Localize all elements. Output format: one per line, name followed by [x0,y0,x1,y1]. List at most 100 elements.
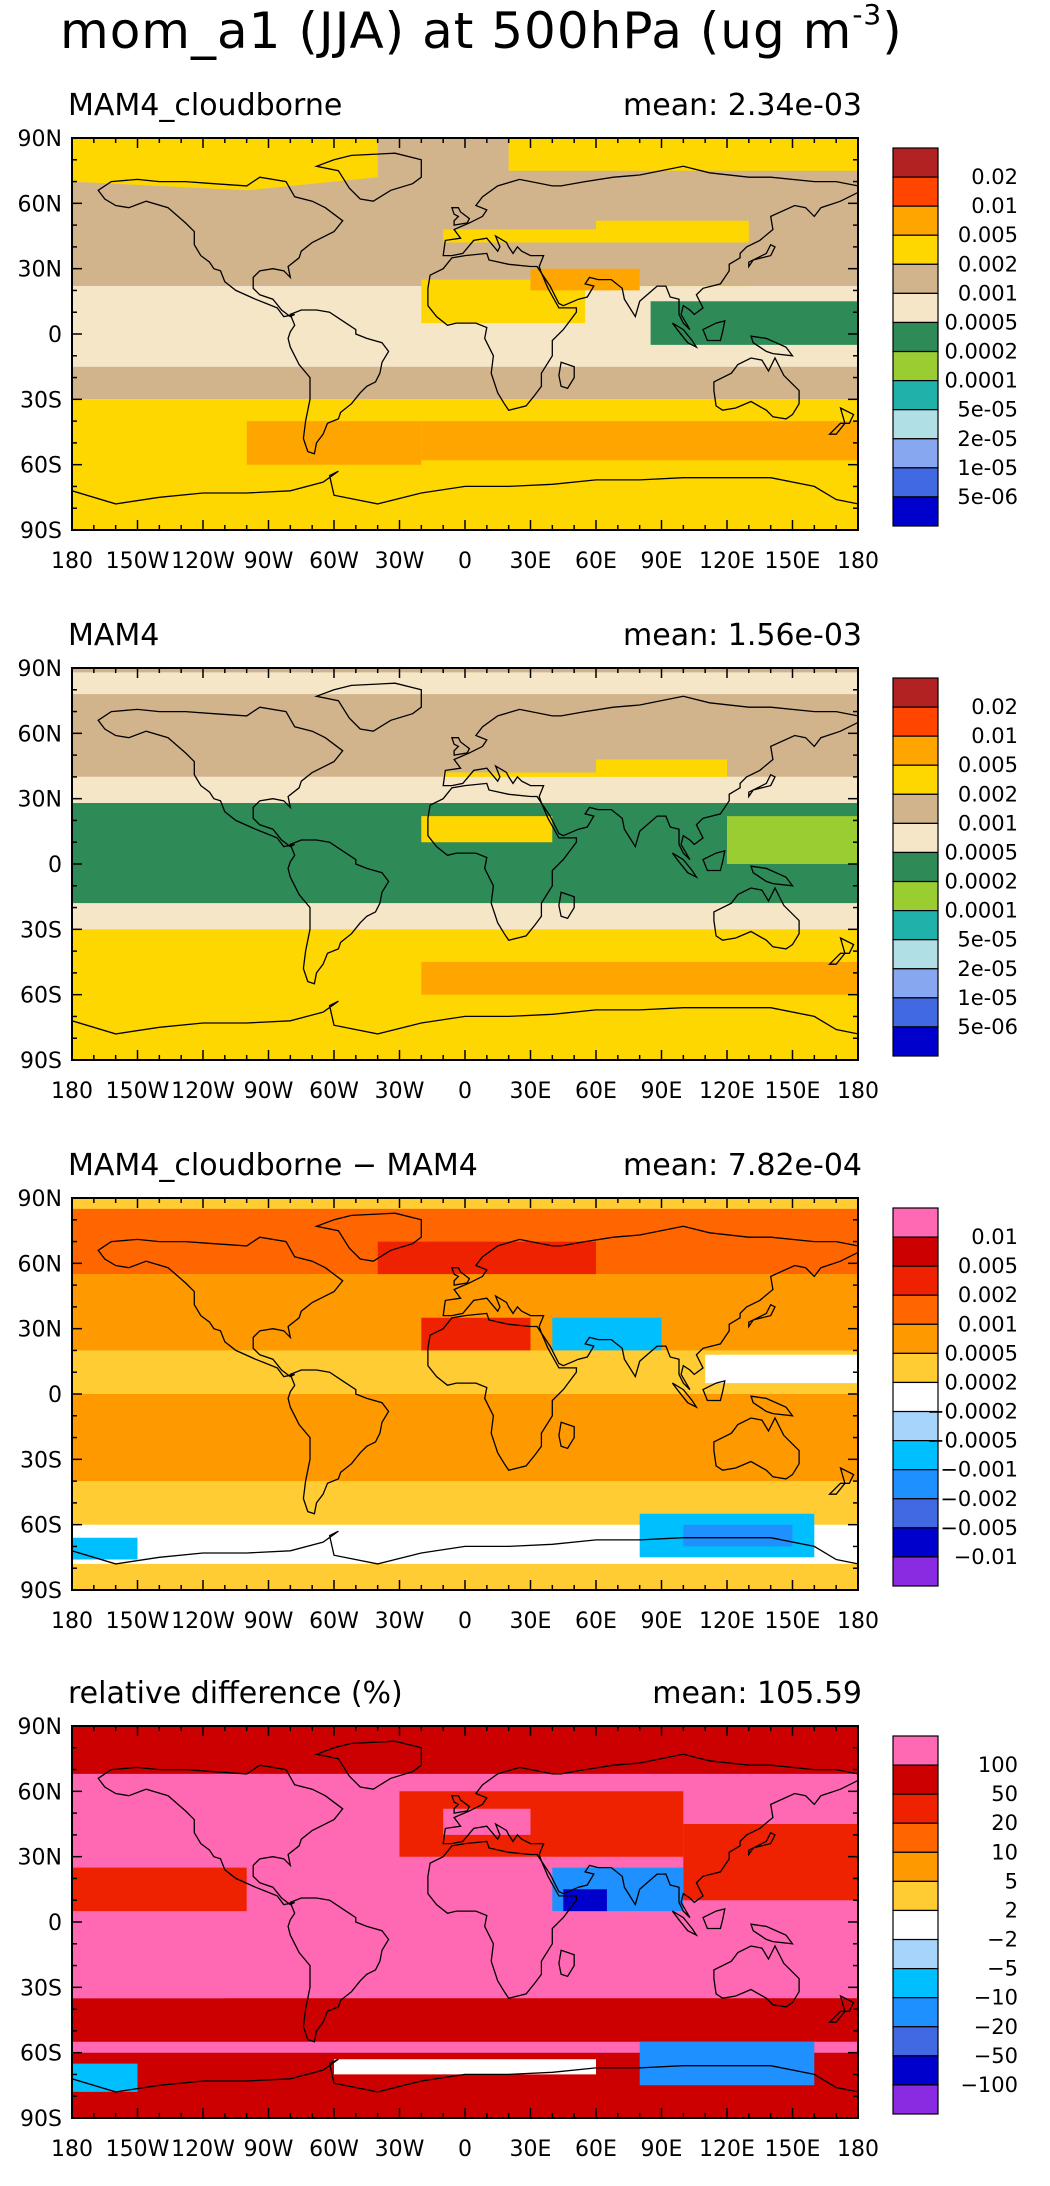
lat-tick-label: 60N [18,1252,62,1277]
colorbar-swatch [892,822,939,854]
coastline-madagascar [558,361,575,390]
lon-tick-label: 60E [575,1609,617,1634]
lon-tick-label: 30W [375,1609,425,1634]
coastline-great-britain [450,1267,471,1286]
contour-region [650,301,858,345]
colorbar-swatch [892,851,939,883]
coastline-borneo [702,1380,726,1402]
contour-region [421,962,858,995]
lon-tick-label: 0 [458,1079,472,1104]
colorbar-swatch [892,292,939,324]
colorbar-swatch [892,1527,939,1558]
coastlines [72,682,858,1035]
lon-tick-label: 30E [510,549,552,574]
colorbar-label: 0.0002 [945,1370,1018,1394]
coastline-africa [427,1312,578,1471]
colorbar-swatch [892,1880,939,1912]
contour-region [563,1889,607,1912]
colorbar-label: −50 [974,2044,1018,2068]
colorbar-swatch [892,263,939,294]
coastline-australia [713,886,800,950]
lat-tick-label: 60N [18,192,62,217]
lat-tick-label: 30S [20,1448,62,1473]
colorbar-swatch [892,147,939,178]
coastline-japan [748,243,776,269]
lat-tick-label: 30S [20,1976,62,2001]
contour-region [72,1867,247,1912]
colorbar-label: −0.005 [940,1516,1018,1540]
colorbar-swatch [892,176,939,207]
colorbar-swatch [892,706,939,737]
coastline-australia [713,1944,800,2008]
lon-tick-label: 60W [309,1079,359,1104]
map-panel: MAM4_cloudborne mean: 2.34e-03 180 150W 120W… [0,70,1050,590]
colorbar-label: 0.0002 [945,340,1018,364]
coastline-north-america [97,1764,344,1906]
colorbar-swatch [892,321,939,353]
panel-title: MAM4_cloudborne − MAM4 [68,1148,478,1183]
colorbar-label: 2 [1005,1898,1018,1922]
lon-tick-label: 150W [106,1079,170,1104]
coastline-borneo [702,850,726,872]
colorbar-swatch [892,350,939,382]
coastline-africa [427,782,578,941]
contour-region [72,1726,858,1774]
lon-tick-label: 120E [699,2137,755,2162]
colorbar-swatch [892,1498,939,1529]
colorbar-swatch [892,880,939,912]
lon-tick-label: 30E [510,1609,552,1634]
colorbar-label: −0.01 [954,1545,1018,1569]
lat-tick-label: 90N [18,1715,62,1740]
colorbar-label: 2e-05 [957,427,1018,451]
coastline-new-guinea [750,1923,794,1945]
lon-tick-label: 30E [510,2137,552,2162]
lat-tick-label: 60S [20,2042,62,2067]
colorbar-label: −2 [987,1928,1018,1952]
coastline-greenland [314,1740,422,1790]
colorbar-swatch [892,997,939,1028]
colorbar-label: 0.002 [958,252,1018,276]
lon-tick-label: 180 [51,2137,93,2162]
map-plot: 180 150W 120W 90W 60W 30W 0 30E 60E 90E 120E 150E 18… [18,127,1018,574]
contour-region [246,421,422,465]
colorbar-label: 2e-05 [957,957,1018,981]
colorbar-swatch [892,1851,939,1882]
colorbar-swatch [892,939,939,970]
contour-region [72,399,858,530]
coastline-australia [713,1416,800,1480]
colorbar-swatch [892,1968,939,1999]
coastline-great-britain [450,1795,471,1814]
coastline-antarctica [72,1000,858,1035]
colorbar-swatch [892,677,939,708]
coastline-south-america [287,1369,390,1515]
coastline-south-america [287,1897,390,2043]
colorbar-label: 5e-06 [957,485,1018,509]
map-plot: 180 150W 120W 90W 60W 30W 0 30E 60E 90E 120E 150E 18… [18,1187,1018,1634]
lat-tick-label: 30S [20,918,62,943]
colorbar-swatch [892,1735,939,1766]
colorbar-label: 0.0001 [945,369,1018,393]
lat-tick-label: 60S [20,984,62,1009]
colorbar-swatch [892,735,939,766]
lon-tick-label: 180 [837,549,879,574]
coastline-north-america [97,1236,344,1378]
contour-region [727,816,858,864]
lat-tick-label: 0 [48,323,62,348]
colorbar-label: −5 [987,1957,1018,1981]
lat-tick-label: 90S [20,1049,62,1074]
lon-tick-label: 180 [837,1079,879,1104]
colorbar-label: 5e-05 [957,928,1018,952]
lat-tick-label: 60S [20,1514,62,1539]
lat-tick-label: 90S [20,519,62,544]
lat-tick-label: 0 [48,1911,62,1936]
colorbar: 100 50 20 10 5 2 −2 −5 −10 −20 −50 −100 [892,1735,1018,2115]
contour-region [72,366,858,400]
colorbar-label: 0.001 [958,1312,1018,1336]
coastline-borneo [702,1908,726,1930]
contour-region [421,421,858,461]
colorbar-swatch [892,764,939,795]
panel-title: MAM4_cloudborne [68,88,343,123]
lon-tick-label: 90E [641,549,683,574]
colorbar-swatch [892,2026,939,2057]
colorbar-swatch [892,910,939,941]
